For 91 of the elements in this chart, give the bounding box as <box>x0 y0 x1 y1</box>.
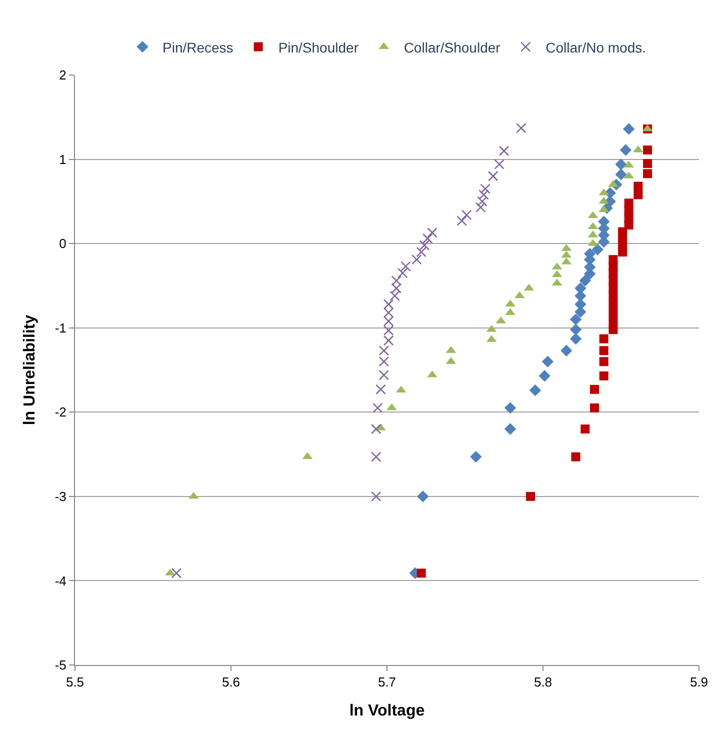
point <box>171 568 182 578</box>
point <box>475 202 486 212</box>
x-tick-label: 5.6 <box>222 674 240 690</box>
y-tick-label: -2 <box>54 404 66 420</box>
point <box>643 169 652 178</box>
point <box>378 345 390 356</box>
x-axis-title: ln Voltage <box>349 702 425 720</box>
point <box>590 384 599 394</box>
point <box>390 290 400 301</box>
point <box>478 190 489 200</box>
point <box>599 334 608 344</box>
point <box>620 144 632 156</box>
legend-label: Collar/No mods. <box>546 39 646 56</box>
point <box>608 316 618 326</box>
y-tick-label: -4 <box>54 573 66 588</box>
y-axis-title: ln Unreliability <box>22 314 39 426</box>
y-tick-label: -1 <box>54 320 66 336</box>
point <box>391 276 402 286</box>
y-tick-label: -3 <box>54 488 66 504</box>
point <box>494 159 504 170</box>
point <box>615 168 627 180</box>
point <box>560 344 572 356</box>
point <box>505 300 516 307</box>
point <box>383 299 394 310</box>
point <box>391 283 402 294</box>
point <box>372 402 383 414</box>
point <box>376 384 386 395</box>
point <box>397 268 408 278</box>
point <box>419 240 430 250</box>
point <box>416 568 426 578</box>
point <box>383 335 394 346</box>
point <box>580 424 590 434</box>
point <box>383 325 394 336</box>
point <box>488 170 498 182</box>
point <box>615 158 627 170</box>
point <box>427 227 438 238</box>
point <box>571 452 580 462</box>
x-tick-label: 5.9 <box>690 674 708 690</box>
point <box>378 356 390 367</box>
point <box>370 452 382 462</box>
point <box>417 490 429 502</box>
y-tick-label: 1 <box>59 152 66 167</box>
legend-label: Collar/Shoulder <box>404 39 501 56</box>
point <box>411 254 422 265</box>
x-tick-label: 5.5 <box>66 674 84 690</box>
point <box>498 146 510 156</box>
point <box>477 196 488 207</box>
point <box>542 356 554 368</box>
point <box>538 370 550 382</box>
legend-label: Pin/Shoulder <box>278 39 359 56</box>
x-tick-label: 5.7 <box>378 674 396 690</box>
point <box>570 324 582 336</box>
point <box>643 159 652 168</box>
y-tick-label: -5 <box>54 658 66 673</box>
point <box>618 227 628 236</box>
point <box>416 246 426 258</box>
point <box>378 370 390 380</box>
y-tick-label: 2 <box>59 68 66 83</box>
point <box>480 184 490 194</box>
point <box>599 357 608 366</box>
legend-label: Pin/Recess <box>162 39 234 56</box>
point <box>608 255 618 264</box>
point <box>608 300 618 309</box>
point <box>456 216 468 226</box>
x-tick-label: 5.8 <box>534 674 552 690</box>
y-tick-label: 0 <box>59 236 66 252</box>
point <box>470 450 482 463</box>
point <box>461 210 472 220</box>
point <box>634 182 643 191</box>
point <box>504 402 516 414</box>
point <box>570 332 582 345</box>
point <box>529 384 542 396</box>
point <box>400 261 411 272</box>
point <box>643 146 652 155</box>
point <box>599 346 608 356</box>
point <box>570 314 582 326</box>
point <box>516 122 526 134</box>
point <box>622 123 635 135</box>
point <box>590 403 599 412</box>
point <box>504 423 516 435</box>
point <box>624 198 634 208</box>
point <box>526 492 536 501</box>
point <box>608 325 618 334</box>
point <box>370 424 382 434</box>
point <box>422 233 433 244</box>
point <box>579 274 591 287</box>
point <box>383 308 394 318</box>
point <box>599 371 608 380</box>
point <box>592 244 604 256</box>
point <box>383 316 394 326</box>
point <box>370 491 382 502</box>
